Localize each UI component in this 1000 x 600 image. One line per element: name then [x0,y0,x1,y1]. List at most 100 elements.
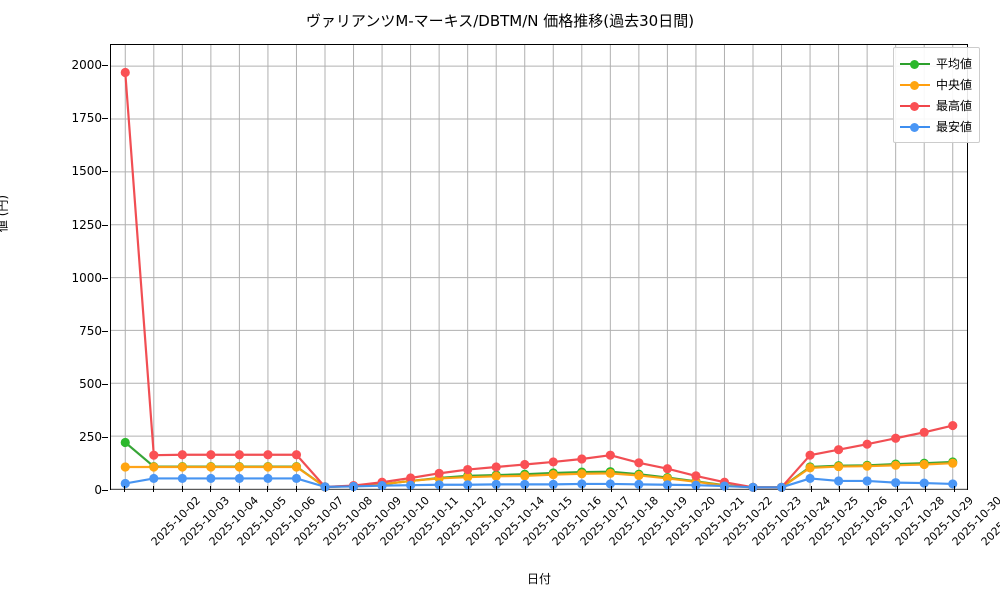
series-marker-3 [691,480,701,490]
x-tick-mark [496,486,498,492]
x-axis-label: 日付 [526,572,551,586]
series-line-1 [124,462,954,489]
series-marker-3 [206,473,216,484]
chart-title: ヴァリアンツM-マーキス/DBTM/N 価格推移(過去30日間) [305,12,695,30]
series-marker-2 [805,450,815,460]
series-marker-3 [948,479,958,489]
series-marker-3 [234,473,244,484]
legend-item-0[interactable]: 平均値 [900,53,972,74]
series-marker-2 [263,450,273,460]
legend-swatch-icon [900,78,930,92]
series-marker-1 [206,462,216,472]
series-marker-1 [891,460,901,470]
y-tick-label: 1250 [71,217,102,232]
series-marker-1 [491,471,501,481]
legend-label: 最高値 [936,99,973,113]
x-tick-mark [610,486,612,492]
plot-area [110,44,968,492]
series-marker-1 [919,459,929,470]
x-tick-mark [925,486,927,492]
series-marker-2 [834,445,844,455]
series-marker-3 [548,479,558,489]
x-tick-mark [696,486,698,492]
series-marker-3 [463,480,473,490]
y-tick-mark [102,436,108,438]
x-tick-mark [353,486,355,492]
series-marker-1 [948,458,958,468]
x-tick-mark [181,486,183,492]
legend-item-2[interactable]: 最高値 [900,95,972,116]
series-line-3 [124,477,954,489]
x-tick-mark [324,486,326,492]
series-marker-3 [662,480,672,490]
x-tick-mark [295,486,297,492]
y-axis-label: 値 (円) [0,194,10,232]
series-marker-0 [120,437,130,448]
legend-swatch-icon [900,120,930,134]
grid-lines [111,45,967,490]
series-marker-3 [719,481,730,491]
series-marker-1 [520,471,530,481]
x-tick-mark [810,486,812,492]
x-tick-mark [467,486,469,492]
legend-item-3[interactable]: 最安値 [900,116,972,137]
x-tick-mark [867,486,869,492]
series-marker-1 [234,462,244,472]
legend-item-1[interactable]: 中央値 [900,74,972,95]
series-line-2 [124,71,954,489]
series-marker-1 [577,469,587,479]
series-marker-1 [805,463,815,473]
series-marker-3 [577,479,587,489]
x-tick-mark [553,486,555,492]
series-marker-1 [291,462,302,472]
series-marker-3 [406,480,416,490]
series-marker-2 [634,458,644,468]
series-marker-3 [177,473,187,484]
series-marker-3 [862,476,872,486]
series-marker-3 [805,473,815,484]
series-marker-2 [948,420,958,431]
y-tick-mark [102,277,108,279]
y-tick-label: 2000 [71,58,102,73]
series-marker-2 [605,450,615,460]
y-tick-mark [102,490,108,491]
y-tick-label: 1500 [71,164,102,179]
legend-label: 中央値 [936,78,973,92]
series-marker-2 [891,433,901,443]
x-tick-mark [839,486,841,492]
x-tick-mark [124,486,126,492]
y-axis-tick-labels: 0 250 500 750 1000 1250 1500 1750 2000 [30,44,108,497]
series-marker-2 [491,462,501,472]
series-marker-1 [605,468,615,478]
x-tick-mark [724,486,726,492]
series-marker-1 [120,462,130,472]
y-tick-label: 1000 [71,270,102,285]
series-marker-1 [263,462,273,472]
series-marker-3 [377,481,387,491]
legend-swatch-icon [900,99,930,113]
series-marker-3 [149,473,159,484]
x-tick-mark [238,486,240,492]
x-tick-mark [667,486,669,492]
series-marker-3 [891,478,901,488]
y-tick-mark [102,330,108,332]
series-marker-2 [520,459,530,470]
legend-label: 平均値 [936,57,973,71]
series-marker-3 [834,476,844,486]
series-marker-2 [149,450,159,460]
data-series-layer [120,67,958,492]
series-marker-2 [862,439,872,449]
series-marker-2 [120,67,130,78]
y-tick-mark [102,118,108,120]
series-marker-1 [548,470,558,480]
series-marker-3 [776,482,787,492]
chart-legend: 平均値中央値最高値最安値 [893,47,981,143]
x-axis-tick-labels: 2025-10-02 2025-10-03 2025-10-04 2025-10-05… [110,486,1000,572]
x-tick-mark [524,486,526,492]
x-tick-mark [581,486,583,492]
x-tick-mark [410,486,412,492]
y-tick-mark [102,65,108,67]
series-marker-1 [177,462,187,472]
series-marker-1 [463,472,473,482]
